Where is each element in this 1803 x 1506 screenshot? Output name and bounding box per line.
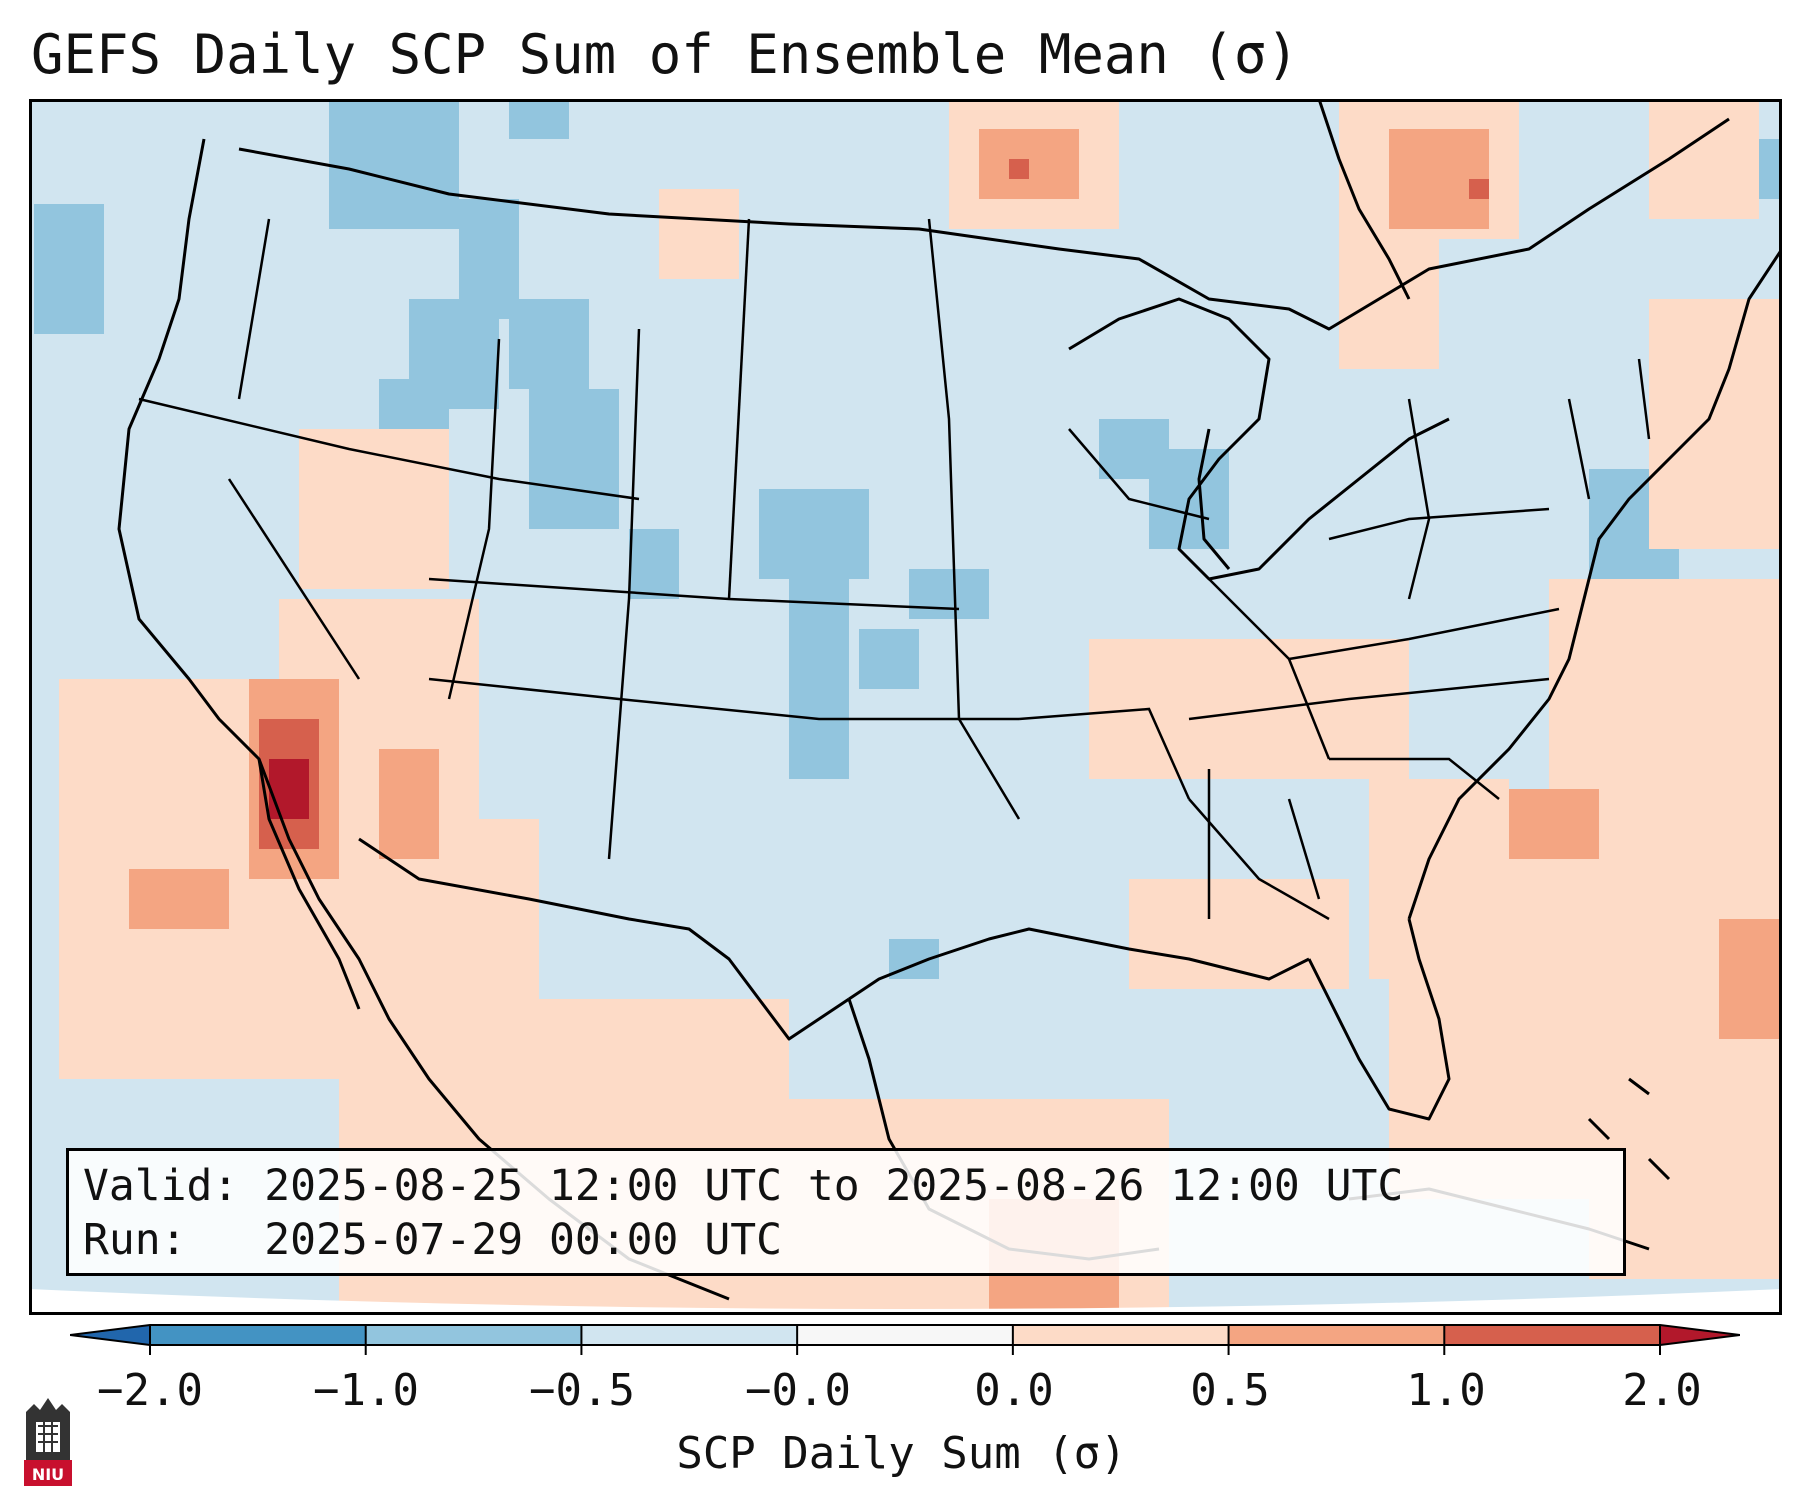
state-line-18 <box>1287 798 1321 900</box>
state-line-22 <box>1637 358 1651 440</box>
map-title: GEFS Daily SCP Sum of Ensemble Mean (σ) <box>31 23 1299 86</box>
patch-canada-north <box>509 99 569 139</box>
tick-label-0: 0.0 <box>974 1365 1054 1416</box>
colorbar-segment <box>1012 1325 1230 1345</box>
patch-canada-peak <box>1009 159 1029 179</box>
logo-red-band <box>24 1460 72 1486</box>
tick-label-2: 2.0 <box>1622 1365 1702 1416</box>
colorbar-segment <box>581 1325 798 1345</box>
state-line-11 <box>1188 798 1330 921</box>
bahamas <box>1587 1077 1671 1181</box>
patch-florida <box>1369 779 1509 979</box>
state-line-16 <box>1188 677 1550 721</box>
patch-baja-offshore-core <box>129 869 229 929</box>
tick-label-minus-1: −1.0 <box>313 1365 419 1416</box>
niu-logo: NIU <box>20 1390 76 1490</box>
state-line-14 <box>1328 507 1550 541</box>
coastlines-and-borders <box>117 99 1782 1301</box>
colorbar-segment <box>1444 1325 1661 1345</box>
tick-label-minus-0: −0.0 <box>745 1365 851 1416</box>
gulf-coast <box>848 927 1310 1001</box>
state-line-20 <box>1407 398 1431 600</box>
patch-washington <box>329 99 459 229</box>
colorbar-segment <box>1228 1325 1445 1345</box>
tick-label-0-5: 0.5 <box>1190 1365 1270 1416</box>
colorbar-segment <box>797 1325 1014 1345</box>
colorbar-segment <box>150 1325 367 1345</box>
patch-nebraska <box>759 489 869 579</box>
colorbar-label: SCP Daily Sum (σ) <box>676 1428 1127 1479</box>
great-lakes-outline <box>1068 297 1450 581</box>
us-canada-border <box>238 117 1730 331</box>
colorbar-segments <box>70 1325 1740 1345</box>
map-domain-edge <box>29 1289 1782 1315</box>
baja-peninsula <box>257 758 361 1010</box>
colorbar-ticks <box>149 1325 1661 1355</box>
patch-gulf-california <box>379 749 439 859</box>
tick-label-minus-2: −2.0 <box>97 1365 203 1416</box>
patch-quebec-peak <box>1469 179 1489 199</box>
state-line-2 <box>237 218 271 400</box>
state-line-21 <box>1567 398 1591 500</box>
patch-caribbean-core <box>1719 919 1782 1039</box>
tick-label-1: 1.0 <box>1406 1365 1486 1416</box>
patch-atlantic-core <box>1509 789 1599 859</box>
patch-baja-extreme <box>269 759 309 819</box>
state-line-4 <box>607 328 641 860</box>
map-panel <box>29 99 1782 1315</box>
patch-colorado <box>629 529 679 599</box>
state-line-15 <box>1288 607 1560 661</box>
tick-label-minus-0-5: −0.5 <box>529 1365 635 1416</box>
hudson-bay-edge <box>1317 99 1411 300</box>
state-borders <box>138 218 1651 921</box>
patch-montana <box>509 299 589 389</box>
state-line-1 <box>138 397 640 501</box>
state-line-8 <box>727 218 751 600</box>
state-line-12 <box>1068 428 1210 521</box>
us-mexico-border <box>358 837 850 1041</box>
patch-nevada-utah <box>299 429 449 589</box>
state-line-10 <box>1018 707 1191 800</box>
extreme-positive-patches <box>269 759 309 819</box>
valid-time-box: Valid: 2025-08-25 12:00 UTC to 2025-08-2… <box>66 1148 1626 1276</box>
state-line-5 <box>428 677 1019 721</box>
state-line-9 <box>927 218 1021 820</box>
patch-iowa <box>909 569 989 619</box>
colorbar <box>69 1315 1741 1355</box>
colorbar-extend-low <box>70 1325 150 1345</box>
florida-peninsula <box>1307 918 1451 1121</box>
patch-maritimes <box>1649 99 1759 219</box>
east-coast <box>1407 248 1782 920</box>
patch-kansas <box>789 579 849 779</box>
patch-wyoming <box>529 389 619 529</box>
colorbar-extend-high <box>1660 1325 1740 1345</box>
patch-atlantic-offshore <box>1649 299 1782 549</box>
valid-time-text: Valid: 2025-08-25 12:00 UTC to 2025-08-2… <box>83 1161 1404 1211</box>
patch-pacific-nw-offshore <box>34 204 104 334</box>
patch-wisconsin <box>1099 419 1169 479</box>
logo-text: NIU <box>32 1465 64 1484</box>
state-line-17 <box>1329 757 1500 800</box>
patch-oklahoma-north <box>859 629 919 689</box>
lake-michigan <box>1197 428 1231 570</box>
colorbar-segment <box>365 1325 582 1345</box>
patch-dakotas <box>659 189 739 279</box>
run-time-text: Run: 2025-07-29 00:00 UTC <box>83 1215 782 1265</box>
state-line-3 <box>447 338 501 700</box>
map-border <box>29 99 1782 1315</box>
state-line-6 <box>227 478 361 680</box>
